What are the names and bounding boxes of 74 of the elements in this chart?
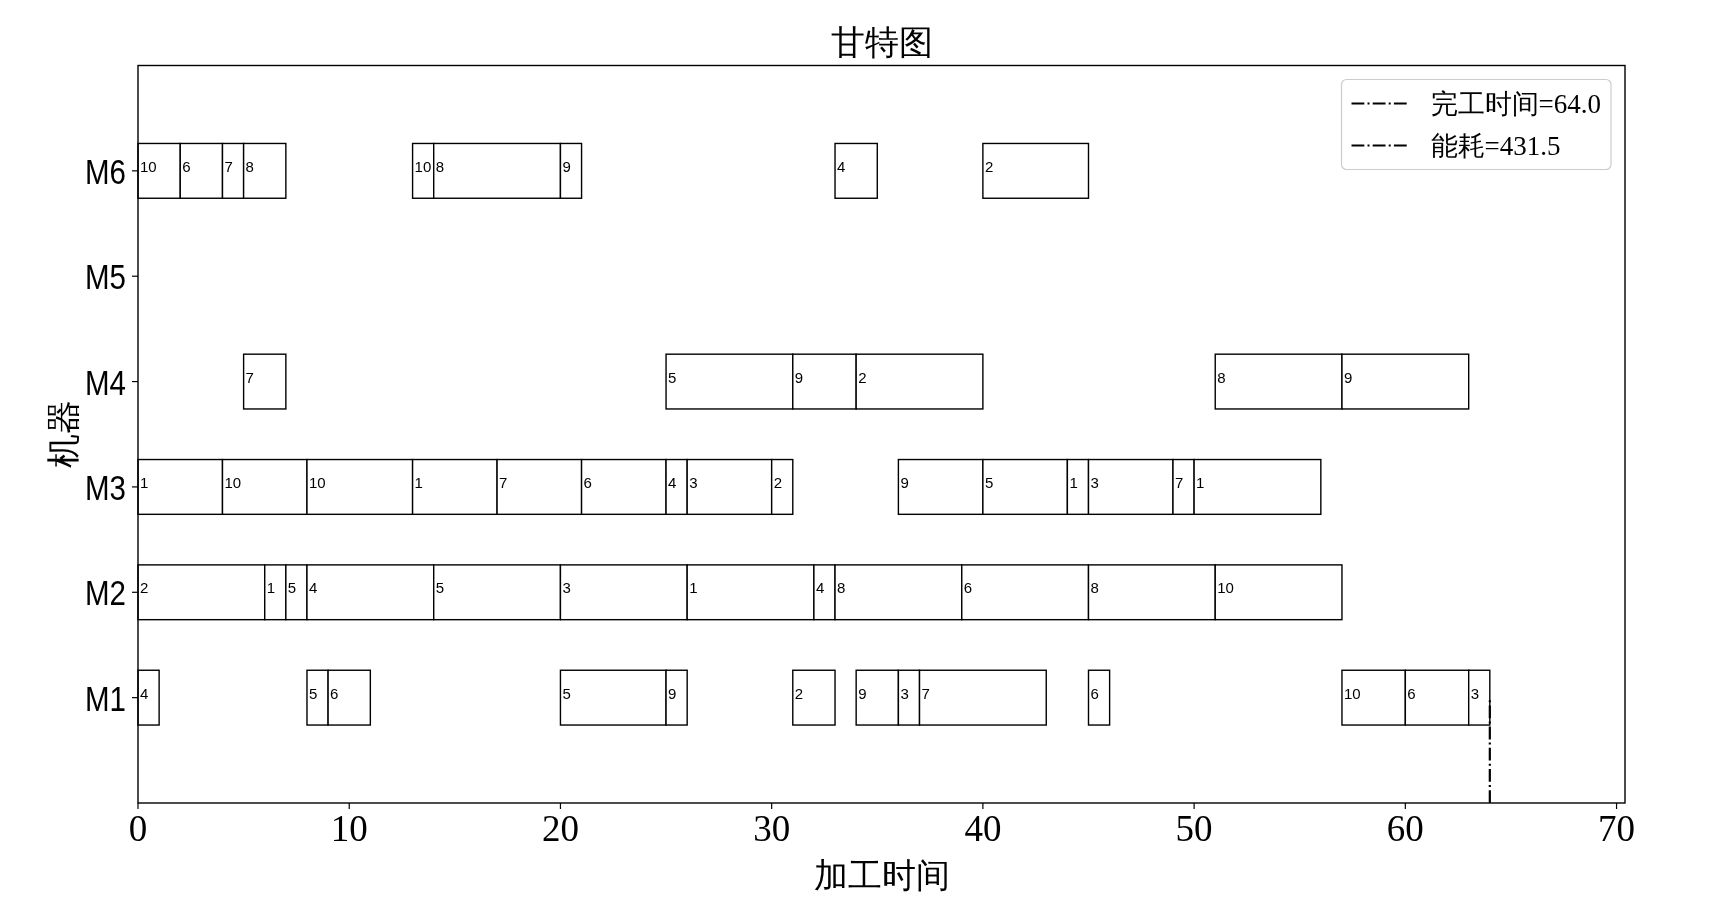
annotation: 10 [1217, 579, 1234, 597]
legend-label: 能耗=431.5 [1430, 130, 1561, 161]
annotation: 10 [224, 473, 242, 491]
x-tick-label: 40 [964, 808, 1002, 849]
annotation: 8 [1090, 579, 1099, 597]
x-tick-label: 30 [753, 808, 791, 849]
annotation: 6 [182, 157, 191, 175]
annotation: 5 [308, 684, 318, 702]
annotation: 4 [668, 473, 677, 491]
y-tick-label: M2 [85, 572, 126, 613]
annotation: 9 [668, 684, 677, 702]
annotation: 4 [140, 684, 149, 702]
annotation: 7 [921, 684, 930, 702]
annotation: 6 [583, 473, 592, 491]
annotation: 10 [414, 157, 432, 175]
x-tick-label: 60 [1386, 808, 1424, 849]
annotation: 3 [689, 473, 698, 491]
annotation: 2 [140, 579, 149, 597]
annotation: 2 [773, 473, 783, 491]
x-tick-label: 10 [330, 808, 368, 849]
annotation: 1 [1069, 473, 1078, 491]
annotation: 1 [266, 579, 276, 597]
annotation: 10 [140, 157, 157, 175]
annotation: 3 [1470, 684, 1480, 702]
annotation: 3 [562, 579, 571, 597]
annotation: 9 [562, 157, 571, 175]
annotation: 1 [414, 473, 423, 491]
annotation: 10 [1343, 684, 1361, 702]
annotation: 5 [668, 368, 677, 386]
annotation: 8 [245, 157, 254, 175]
annotation: 5 [984, 473, 994, 491]
annotation: 6 [963, 579, 973, 597]
annotation: 5 [435, 579, 445, 597]
x-tick-label: 50 [1175, 808, 1213, 849]
annotation: 3 [1090, 473, 1099, 491]
y-tick-label: M3 [85, 467, 126, 508]
annotation: 2 [858, 368, 867, 386]
x-axis-title: 加工时间 [813, 856, 950, 894]
annotation: 6 [1407, 684, 1416, 702]
annotation: 1 [140, 473, 149, 491]
annotation: 9 [1343, 368, 1353, 386]
annotation: 4 [837, 157, 846, 175]
annotation: 8 [1217, 368, 1226, 386]
y-tick-label: M6 [85, 151, 126, 192]
annotation: 6 [1090, 684, 1099, 702]
annotation: 9 [858, 684, 867, 702]
x-tick-label: 70 [1598, 808, 1636, 849]
annotation: 5 [562, 684, 571, 702]
annotation: 7 [1174, 473, 1184, 491]
annotation: 6 [330, 684, 339, 702]
x-tick-label: 0 [128, 808, 148, 849]
annotation: 4 [308, 579, 318, 597]
annotation: 2 [794, 684, 804, 702]
y-tick-label: M5 [85, 256, 126, 297]
annotation: 5 [287, 579, 297, 597]
annotation: 8 [837, 579, 846, 597]
annotation: 3 [900, 684, 909, 702]
annotation: 1 [689, 579, 698, 597]
chart-title: 甘特图 [830, 23, 933, 61]
y-axis-title: 机器 [44, 400, 82, 469]
annotation: 7 [499, 473, 508, 491]
annotation: 7 [224, 157, 233, 175]
annotation: 7 [245, 368, 254, 386]
x-tick-label: 20 [541, 808, 579, 849]
annotation: 2 [984, 157, 994, 175]
y-tick-label: M4 [85, 361, 126, 403]
annotation: 9 [794, 368, 804, 386]
annotation: 9 [900, 473, 909, 491]
annotation: 8 [435, 157, 445, 175]
annotation: 10 [308, 473, 326, 491]
legend-label: 完工时间=64.0 [1430, 88, 1601, 119]
annotation: 1 [1196, 473, 1205, 491]
annotation: 4 [815, 579, 825, 597]
y-tick-label: M1 [85, 677, 126, 719]
